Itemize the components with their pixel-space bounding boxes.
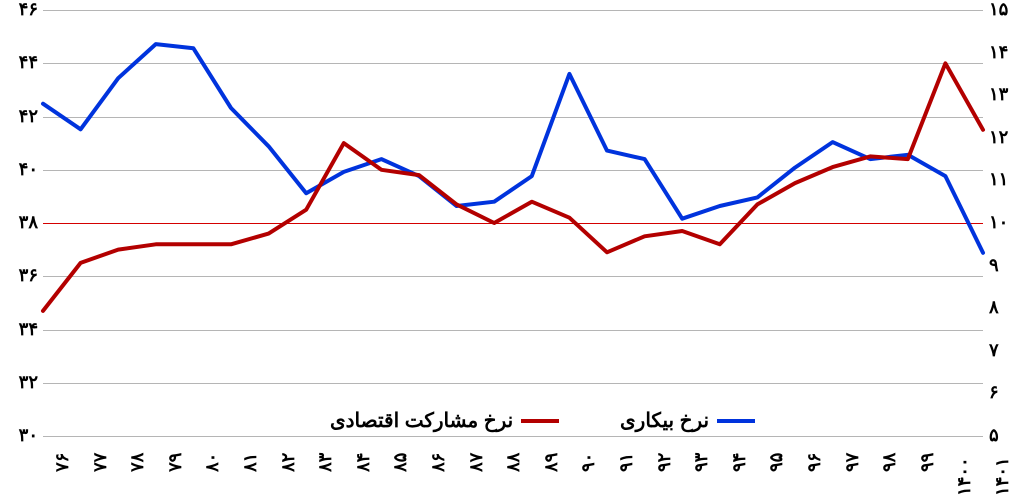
series-unemployment bbox=[43, 44, 983, 253]
legend-label-participation: نرخ مشارکت اقتصادی bbox=[330, 408, 513, 433]
legend-item-participation: نرخ مشارکت اقتصادی bbox=[330, 408, 559, 433]
legend-swatch-unemployment bbox=[717, 419, 755, 423]
legend-label-unemployment: نرخ بیکاری bbox=[620, 408, 709, 433]
line-chart: ۳۰۳۲۳۴۳۶۳۸۴۰۴۲۴۴۴۶ ۵۶۷۸۹۱۰۱۱۱۲۱۳۱۴۱۵ ۷۶۷… bbox=[0, 0, 1024, 504]
legend-swatch-participation bbox=[521, 419, 559, 423]
legend-item-unemployment: نرخ بیکاری bbox=[620, 408, 755, 433]
